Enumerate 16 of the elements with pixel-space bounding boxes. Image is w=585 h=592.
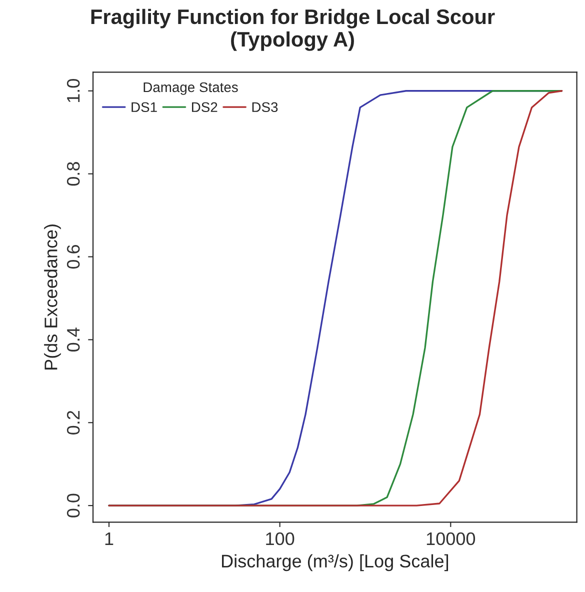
x-tick-label: 100 <box>266 532 294 546</box>
x-tick-label: 10000 <box>426 532 476 546</box>
legend-title: Damage States <box>144 82 238 95</box>
x-tick-label: 1 <box>105 532 114 545</box>
legend-label: DS2 <box>192 102 218 112</box>
x-axis-title: Discharge (m³/s) [Log Scale] <box>222 554 448 572</box>
y-tick-label: 0.6 <box>66 244 80 269</box>
legend-label: DS3 <box>252 102 278 112</box>
y-tick-label: 0.2 <box>66 410 80 434</box>
legend-label: DS1 <box>132 102 157 112</box>
y-axis-title: P(ds Exceedance) <box>44 224 61 370</box>
y-tick-label: 1.0 <box>66 79 80 102</box>
chart-title: Fragility Function for Bridge Local Scour (Typology A) <box>91 8 495 51</box>
y-tick-label: 0.8 <box>66 162 80 186</box>
y-tick-label: 0.0 <box>66 494 80 518</box>
y-tick-label: 0.4 <box>66 328 80 352</box>
